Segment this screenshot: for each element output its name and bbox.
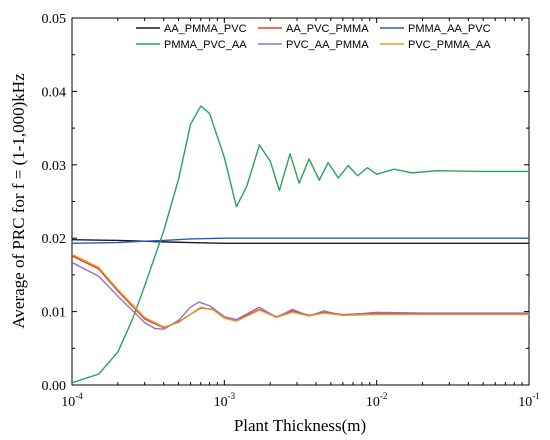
x-tick-label: 10-1 (518, 391, 540, 410)
x-axis-label: Plant Thickness(m) (234, 416, 366, 435)
x-tick-label: 10-2 (366, 391, 388, 410)
y-tick-label: 0.05 (42, 12, 67, 27)
legend-label: PMMA_AA_PVC (408, 23, 491, 35)
y-tick-label: 0.00 (42, 379, 67, 394)
legend-label: AA_PMMA_PVC (164, 23, 247, 35)
y-axis-label: Average of PRC for f = (1-1,000)kHz (9, 73, 28, 329)
x-tick-label: 10-4 (61, 391, 83, 410)
series-line-pmma-pvc-aa (72, 105, 529, 384)
x-tick-label: 10-3 (214, 391, 236, 410)
legend-label: PMMA_PVC_AA (164, 39, 247, 51)
series-line-pmma-aa-pvc (72, 237, 529, 245)
series-line-aa-pmma-pvc (72, 238, 529, 245)
y-tick-label: 0.04 (42, 85, 67, 100)
axis-ticks: 0.00 0.01 0.02 0.03 0.04 0.05 10-4 10-3 10-2 10-1 (42, 12, 540, 410)
legend-label: PVC_AA_PMMA (286, 39, 369, 51)
series-line-pvc-pmma-aa (72, 253, 529, 328)
y-tick-label: 0.03 (42, 159, 67, 174)
series-line-aa-pvc-pmma (72, 255, 529, 329)
plot-frame (71, 17, 530, 386)
series-line-pvc-aa-pmma (72, 261, 529, 330)
legend: AA_PMMA_PVC AA_PVC_PMMA PMMA_AA_PVC PMMA_PV… (136, 23, 491, 51)
y-tick-label: 0.01 (42, 306, 67, 321)
y-tick-label: 0.02 (42, 232, 67, 247)
legend-label: PVC_PMMA_AA (408, 39, 491, 51)
series-layer (72, 105, 529, 384)
legend-label: AA_PVC_PMMA (286, 23, 369, 35)
